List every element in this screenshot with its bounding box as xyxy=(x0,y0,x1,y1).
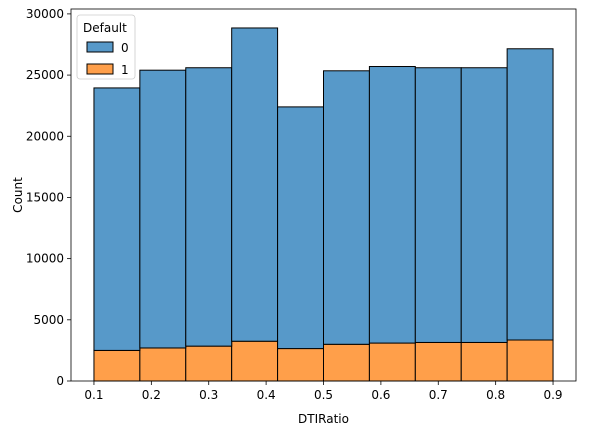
bar-default-0-bin-3 xyxy=(185,67,233,347)
bars-layer xyxy=(93,27,554,382)
y-tick-label: 5000 xyxy=(33,313,64,327)
bar-default-1-bin-5 xyxy=(277,348,325,382)
bar-default-1-bin-9 xyxy=(460,341,508,382)
y-axis-label: Count xyxy=(11,177,25,213)
bar-default-1-bin-6 xyxy=(323,343,370,382)
bar-default-1-bin-1 xyxy=(93,349,141,382)
x-tick-label: 0.6 xyxy=(371,388,390,402)
x-tick-label: 0.8 xyxy=(486,388,505,402)
x-tick-label: 0.1 xyxy=(84,388,103,402)
legend-title: Default xyxy=(83,21,127,35)
x-tick-label: 0.3 xyxy=(199,388,218,402)
y-tick-label: 15000 xyxy=(26,190,64,204)
bar-default-1-bin-3 xyxy=(185,345,233,382)
bar-default-0-bin-10 xyxy=(506,48,554,341)
bar-default-0-bin-2 xyxy=(139,69,187,349)
bar-default-1-bin-8 xyxy=(414,341,462,382)
bar-default-0-bin-4 xyxy=(231,27,279,342)
legend-swatch-0 xyxy=(86,41,114,53)
legend-label-0: 0 xyxy=(121,41,129,55)
y-tick-label: 10000 xyxy=(26,252,64,266)
legend-items: 01 xyxy=(86,41,129,77)
x-axis-ticks: 0.1 0.2 0.3 0.4 0.5 0.6 0.7 0.8 0.9 xyxy=(84,381,563,402)
bar-default-0-bin-5 xyxy=(277,106,325,350)
bar-default-1-bin-4 xyxy=(231,340,279,382)
bar-default-0-bin-7 xyxy=(368,66,416,344)
legend-swatch-1 xyxy=(86,63,114,75)
x-axis-label: DTIRatio xyxy=(298,412,349,426)
y-tick-label: 0 xyxy=(56,374,64,388)
y-tick-label: 30000 xyxy=(26,7,64,21)
legend-label-1: 1 xyxy=(121,63,129,77)
bar-default-0-bin-9 xyxy=(460,67,508,343)
y-tick-label: 20000 xyxy=(26,129,64,143)
y-tick-label: 25000 xyxy=(26,68,64,82)
x-tick-label: 0.7 xyxy=(429,388,448,402)
bar-default-0-bin-6 xyxy=(323,70,370,345)
x-tick-label: 0.9 xyxy=(543,388,562,402)
bar-default-1-bin-7 xyxy=(368,342,416,382)
bar-default-1-bin-10 xyxy=(506,339,554,382)
x-tick-label: 0.5 xyxy=(314,388,333,402)
bar-default-0-bin-1 xyxy=(93,87,141,351)
legend: Default 01 xyxy=(76,14,136,80)
y-axis-ticks: 0 5000 10000 15000 20000 25000 30000 xyxy=(26,7,71,388)
x-tick-label: 0.4 xyxy=(257,388,276,402)
x-tick-label: 0.2 xyxy=(142,388,161,402)
bar-default-0-bin-8 xyxy=(414,67,462,343)
bar-default-1-bin-2 xyxy=(139,347,187,382)
